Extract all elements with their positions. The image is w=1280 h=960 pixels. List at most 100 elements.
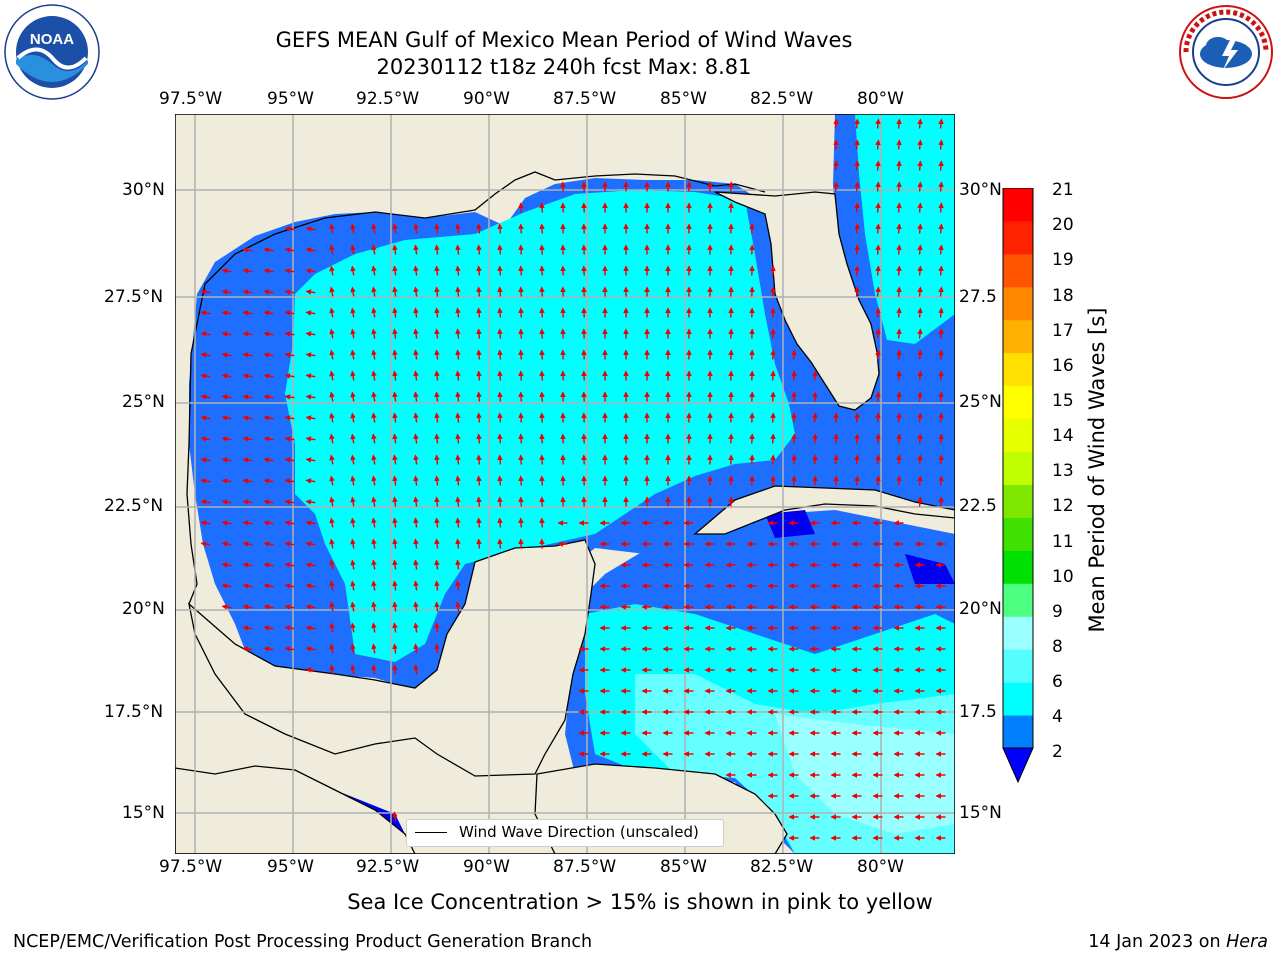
wave-direction-arrow [434,454,440,465]
wave-direction-arrow [242,352,253,358]
lon-label: 85°W [660,89,707,109]
wave-direction-arrow [518,454,524,465]
wave-direction-arrow [263,478,274,484]
wave-direction-arrow [497,286,503,297]
wave-direction-arrow [221,331,232,337]
wave-direction-arrow [791,370,797,381]
wave-direction-arrow [305,226,316,232]
colorbar-label: 20 [1052,215,1074,235]
wave-direction-arrow [455,223,461,234]
wave-direction-arrow [263,562,274,568]
wave-direction-arrow [392,328,398,339]
wave-direction-arrow [539,412,545,423]
wave-direction-arrow [305,352,316,358]
wave-direction-arrow [896,391,902,402]
wave-direction-arrow [350,475,356,486]
wave-direction-arrow [434,475,440,486]
colorbar-extend-min [1002,747,1034,784]
wave-direction-arrow [539,265,545,276]
wave-direction-arrow [938,433,944,444]
wave-direction-arrow [497,433,503,444]
wave-direction-arrow [221,541,232,547]
wave-direction-arrow [938,139,944,150]
wave-direction-arrow [539,307,545,318]
wave-direction-arrow [305,520,316,526]
wave-direction-arrow [284,331,295,337]
colorbar-label: 8 [1052,637,1063,657]
wave-direction-arrow [476,265,482,276]
colorbar-segment [1003,220,1033,255]
wave-direction-arrow [350,664,356,675]
wave-direction-arrow [917,244,923,255]
wave-direction-arrow [413,454,419,465]
wave-direction-arrow [200,457,211,463]
wave-direction-arrow [329,454,335,465]
sea-ice-note: Sea Ice Concentration > 15% is shown in … [347,890,933,914]
wave-direction-arrow [284,268,295,274]
wave-direction-arrow [917,139,923,150]
wave-direction-arrow [518,328,524,339]
wave-direction-arrow [917,223,923,234]
lon-label: 95°W [267,857,314,877]
wave-direction-arrow [539,370,545,381]
wave-direction-arrow [455,328,461,339]
wave-direction-arrow [413,559,419,570]
wave-direction-arrow [455,517,461,528]
wave-direction-arrow [875,244,881,255]
colorbar-segment [1003,188,1033,222]
caribbean-dark-2 [905,554,955,584]
wave-direction-arrow [350,412,356,423]
wave-direction-arrow [434,412,440,423]
wave-direction-arrow [350,328,356,339]
lat-label: 27.5°N [104,287,164,307]
colorbar-segment [1003,286,1033,321]
wave-direction-arrow [497,307,503,318]
map-subtitle: 20230112 t18z 240h fcst Max: 8.81 [376,55,752,79]
wave-direction-arrow [329,601,335,612]
nws-logo [1176,4,1276,100]
wave-direction-arrow [896,202,902,213]
colorbar-label: 14 [1052,426,1074,446]
wave-direction-arrow [938,307,944,318]
wave-direction-arrow [263,310,274,316]
wave-direction-arrow [350,286,356,297]
wave-direction-arrow [263,520,274,526]
wave-direction-arrow [791,391,797,402]
wave-direction-arrow [392,307,398,318]
wave-direction-arrow [413,265,419,276]
wave-direction-arrow [200,541,211,547]
wave-direction-arrow [242,436,253,442]
wave-direction-arrow [242,268,253,274]
wave-direction-arrow [455,475,461,486]
wave-direction-arrow [434,349,440,360]
wave-direction-arrow [791,412,797,423]
wave-direction-arrow [770,412,776,423]
colorbar-segment [1003,682,1033,716]
wave-direction-arrow [221,499,232,505]
colorbar-label: 15 [1052,391,1074,411]
wave-direction-arrow [812,433,818,444]
wave-direction-arrow [896,118,902,129]
wave-direction-arrow [938,265,944,276]
wave-direction-arrow [812,391,818,402]
lon-label: 92.5°W [356,857,420,877]
wave-direction-arrow [200,415,211,421]
wave-direction-arrow [434,433,440,444]
wave-direction-arrow [221,268,232,274]
wave-direction-arrow [413,643,419,654]
wave-direction-arrow [263,499,274,505]
wave-direction-arrow [875,328,881,339]
wave-direction-arrow [896,223,902,234]
lon-label: 82.5°W [750,857,814,877]
wave-direction-arrow [305,331,316,337]
wave-direction-arrow [938,496,944,507]
wave-direction-arrow [413,538,419,549]
wave-direction-arrow [434,601,440,612]
wave-direction-arrow [350,370,356,381]
wave-direction-arrow [497,328,503,339]
wave-direction-arrow [242,499,253,505]
wave-direction-arrow [200,436,211,442]
wave-direction-arrow [896,181,902,192]
lon-label: 97.5°W [159,89,223,109]
colorbar-segment [1003,319,1033,354]
